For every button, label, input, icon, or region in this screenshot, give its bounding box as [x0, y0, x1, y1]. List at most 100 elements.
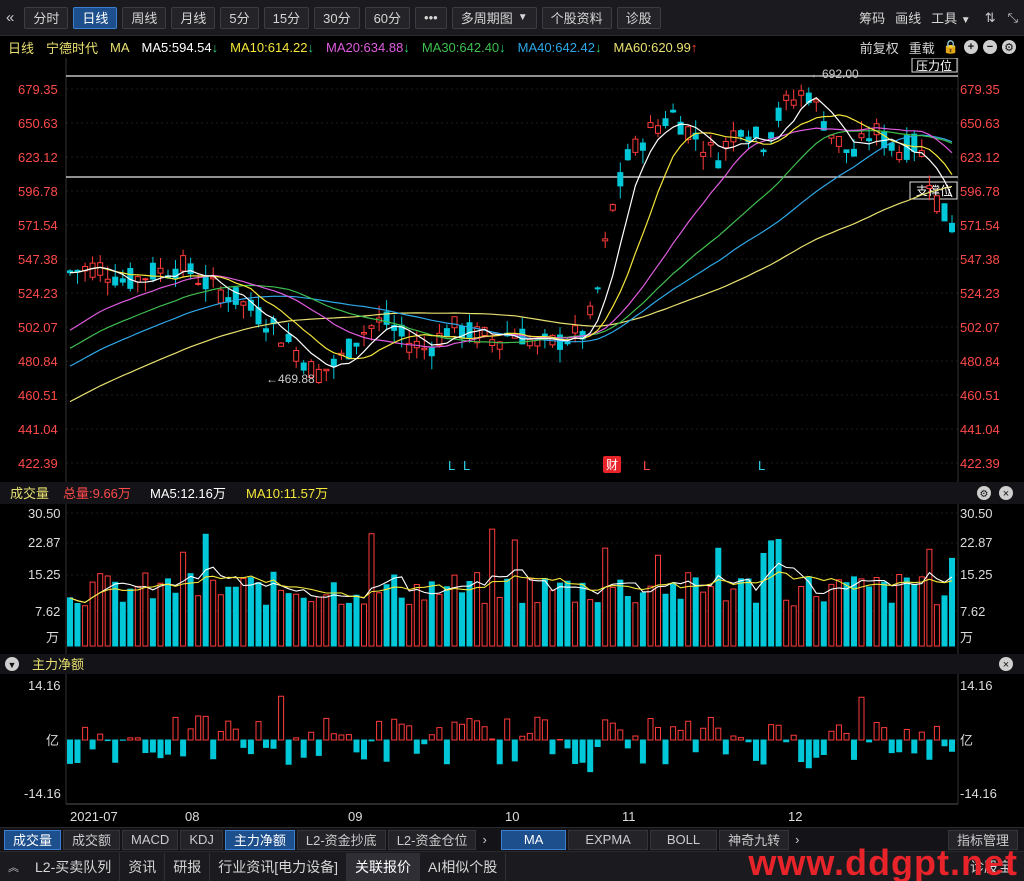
price-tick-left: 679.35 [18, 82, 58, 97]
price-tick-right: 623.12 [960, 150, 1000, 165]
tab-kdj[interactable]: KDJ [180, 829, 223, 850]
price-tick-right: 547.38 [960, 252, 1000, 267]
tab-l2-bottom[interactable]: L2-资金抄底 [296, 829, 386, 850]
candle-bodies-up [82, 90, 940, 383]
flow-tick-left: 亿 [46, 733, 59, 748]
x-tick: 10 [505, 809, 519, 824]
tab-boll[interactable]: BOLL [649, 829, 718, 850]
flow-tick-left: -14.16 [24, 786, 61, 801]
price-tick-left: 571.54 [18, 218, 58, 233]
price-tick-right: 596.78 [960, 184, 1000, 199]
high-price-label: ←692.00 [810, 67, 859, 81]
price-tick-right: 679.35 [960, 82, 1000, 97]
tab-30min[interactable]: 30分 [314, 6, 360, 29]
tab-l2-queue[interactable]: L2-买卖队列 [27, 852, 121, 881]
tab-ai-similar[interactable]: AI相似个股 [420, 852, 507, 881]
swap-icon[interactable]: ⇅ [984, 9, 996, 25]
volume-ma5: MA5:12.16万 [150, 486, 226, 501]
price-tick-right: 422.39 [960, 456, 1000, 471]
diagnose-app-button[interactable]: 诊股宝 [970, 858, 1012, 875]
tools-dropdown[interactable]: 工具 ▼ [931, 8, 971, 27]
flow-tick-right: 14.16 [960, 678, 993, 693]
tab-news[interactable]: 资讯 [120, 852, 166, 881]
multi-period-label: 多周期图 [460, 11, 513, 26]
tab-main-flow[interactable]: 主力净额 [224, 829, 295, 850]
marker-l-1[interactable]: L [448, 458, 455, 473]
indicator-manage-button[interactable]: 指标管理 [947, 829, 1018, 850]
tab-weekly[interactable]: 周线 [122, 6, 167, 29]
price-grid [65, 58, 959, 804]
tab-ma[interactable]: MA [500, 829, 567, 850]
stock-name: 宁德时代 [46, 40, 99, 56]
flow-title: 主力净额 [32, 657, 84, 672]
more-periods-button[interactable]: ••• [415, 6, 447, 29]
tab-related-quotes[interactable]: 关联报价 [347, 852, 421, 881]
marker-l-2[interactable]: L [463, 458, 470, 473]
volume-close-icon[interactable] [999, 486, 1013, 500]
draw-line-button[interactable]: 画线 [895, 11, 922, 26]
tab-macd[interactable]: MACD [122, 829, 179, 850]
flow-bars-positive [82, 695, 940, 741]
price-tick-left: 547.38 [18, 252, 58, 267]
stock-info-button[interactable]: 个股资料 [541, 6, 612, 29]
diagnose-button[interactable]: 诊股 [616, 6, 661, 29]
tab-turnover[interactable]: 成交额 [63, 829, 121, 850]
expand-up-icon[interactable]: ︽ [8, 861, 19, 874]
tab-intraday[interactable]: 分时 [24, 6, 69, 29]
ma10-line [69, 114, 953, 360]
lock-icon[interactable]: 🔒 [942, 39, 959, 54]
flow-tick-right: -14.16 [960, 786, 997, 801]
marker-l-3[interactable]: L [643, 458, 650, 473]
marker-l-4[interactable]: L [758, 458, 765, 473]
tab-daily[interactable]: 日线 [73, 6, 118, 29]
overlay-button[interactable]: 重载 [908, 40, 935, 56]
flow-collapse-icon[interactable] [5, 657, 19, 671]
expand-icon[interactable]: ⤡ [1007, 9, 1018, 25]
price-tick-right: 480.84 [960, 354, 1000, 369]
price-tick-right: 502.07 [960, 320, 1000, 335]
volume-tick-left: 7.62 [35, 604, 60, 619]
price-tick-left: 596.78 [18, 184, 58, 199]
tab-expma[interactable]: EXPMA [568, 829, 648, 850]
tab-5min[interactable]: 5分 [220, 6, 259, 29]
kline-chart[interactable]: 压力位 支撑位 ←692.00 ←469.88 L L 财 L L 679.35… [0, 58, 1024, 827]
flow-close-icon[interactable] [999, 657, 1013, 671]
volume-tick-left: 22.87 [28, 535, 61, 550]
marker-finance[interactable]: 财 [606, 458, 618, 472]
price-axis: 679.35 650.63 623.12 596.78 571.54 547.3… [18, 82, 1000, 471]
finance-marker-bg[interactable] [603, 456, 621, 473]
settings-icon[interactable]: ⚙ [1002, 40, 1016, 54]
resistance-tag [911, 58, 958, 73]
tab-magic-nine[interactable]: 神奇九转 [719, 829, 790, 850]
volume-tick-right: 22.87 [960, 535, 993, 550]
volume-ma5-line [69, 562, 953, 603]
indicator-name: MA [110, 39, 130, 55]
multi-period-dropdown[interactable]: 多周期图 ▼ [451, 6, 537, 29]
flow-tick-left: 14.16 [28, 678, 61, 693]
chevron-right-icon[interactable]: › [795, 832, 800, 847]
minus-icon[interactable]: − [983, 40, 997, 54]
add-icon[interactable]: + [964, 40, 978, 54]
volume-tick-left: 30.50 [28, 506, 61, 521]
ma30-readout: MA30:642.40↓ [421, 39, 506, 55]
close-icon: × [1003, 659, 1009, 671]
price-tick-left: 441.04 [18, 422, 58, 437]
chevron-down-icon: ▼ [8, 660, 17, 670]
tab-industry-news[interactable]: 行业资讯[电力设备] [210, 852, 348, 881]
tab-volume[interactable]: 成交量 [4, 829, 62, 850]
ma10-readout: MA10:614.22↓ [230, 39, 314, 55]
volume-bars-down [67, 533, 955, 647]
volume-settings-icon[interactable] [977, 486, 991, 500]
chevron-right-icon[interactable]: › [482, 832, 487, 847]
price-tick-right: 460.51 [960, 388, 1000, 403]
tab-monthly[interactable]: 月线 [171, 6, 216, 29]
tab-research[interactable]: 研报 [165, 852, 211, 881]
tab-l2-position[interactable]: L2-资金仓位 [387, 829, 477, 850]
volume-tick-right: 万 [960, 630, 973, 645]
tab-15min[interactable]: 15分 [263, 6, 310, 29]
price-tick-left: 502.07 [18, 320, 58, 335]
chips-button[interactable]: 筹码 [859, 11, 886, 26]
back-icon[interactable]: « [6, 9, 15, 26]
tab-60min[interactable]: 60分 [364, 6, 411, 29]
adjust-mode-button[interactable]: 前复权 [859, 40, 899, 56]
